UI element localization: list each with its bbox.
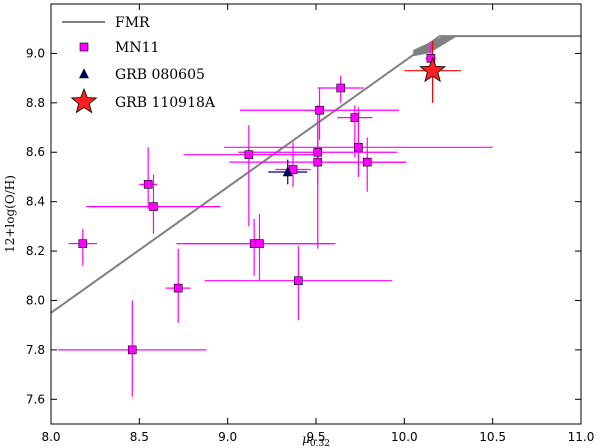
x-axis-label: μ0.32 (302, 432, 330, 448)
x-tick-label-1: 8.5 (130, 430, 149, 444)
y-axis-label: 12+log(O/H) (3, 175, 17, 253)
mn11-point-13 (336, 83, 346, 93)
grb080605-point (282, 166, 293, 177)
y-tick-label-2: 8.0 (26, 293, 45, 307)
y-tick-label-1: 7.8 (26, 343, 45, 357)
legend-entry-0: FMR (62, 15, 150, 31)
mn11-point-2 (143, 180, 153, 189)
y-tick-label-5: 8.6 (26, 145, 45, 159)
x-axis-label-main: μ (302, 432, 310, 446)
mn11-point-0 (78, 239, 88, 248)
x-tick-label-2: 9.0 (218, 430, 237, 444)
mn11-point-11 (313, 147, 323, 157)
markers (78, 54, 447, 355)
mn11-point-10 (313, 157, 323, 167)
legend-entry-1: MN11 (79, 40, 159, 56)
x-tick-label-3: 9.5 (306, 430, 325, 444)
fmr-band (413, 36, 458, 57)
mn11-point-3 (149, 202, 158, 211)
legend-entry-2: GRB 080605 (79, 67, 205, 83)
y-tick-label-3: 8.2 (26, 244, 45, 258)
mn11-point-4 (173, 283, 183, 293)
mn11-point-15 (354, 142, 363, 152)
mn11-point-16 (362, 157, 372, 167)
plot-background (51, 4, 581, 424)
legend-label-2: GRB 080605 (115, 67, 205, 83)
legend-label-3: GRB 110918A (115, 95, 216, 111)
mn11-point-5 (244, 150, 254, 160)
y-tick-label-6: 8.8 (26, 96, 45, 110)
legend-swatch-grb110918a (70, 87, 98, 114)
legend-label-0: FMR (115, 15, 150, 31)
x-tick-label-4: 10.0 (391, 430, 418, 444)
mn11-point-1 (127, 345, 137, 355)
x-tick-label-6: 11.0 (568, 430, 595, 444)
y-tick-label-0: 7.6 (26, 392, 45, 406)
mn11-point-12 (315, 105, 324, 115)
legend-swatch-mn11 (79, 42, 89, 52)
fmr-line (50, 35, 581, 314)
x-axis-label-sub: 0.32 (310, 439, 330, 448)
legend-swatch-grb080605 (79, 68, 89, 79)
grb110918a-point (419, 56, 447, 83)
fmr-curve (50, 35, 581, 314)
tick-labels: 8.0 8.5 9.0 9.5 10.0 10.5 11.0 7.6 7.8 8.0 8.2 8.4 8… (26, 46, 594, 444)
legend: FMR MN11 GRB 080605 GRB 110918A (62, 15, 216, 114)
mn11-point-14 (350, 113, 360, 122)
y-tick-label-7: 9.0 (26, 46, 45, 60)
y-tick-label-4: 8.4 (26, 195, 45, 209)
legend-label-1: MN11 (115, 40, 159, 56)
fmr-band-area (413, 36, 458, 57)
mn11-point-7 (255, 239, 264, 248)
legend-entry-3: GRB 110918A (70, 87, 216, 114)
x-tick-label-0: 8.0 (41, 430, 60, 444)
x-tick-label-5: 10.5 (479, 430, 506, 444)
mn11-point-9 (294, 276, 303, 286)
axis-ticks (50, 4, 582, 424)
